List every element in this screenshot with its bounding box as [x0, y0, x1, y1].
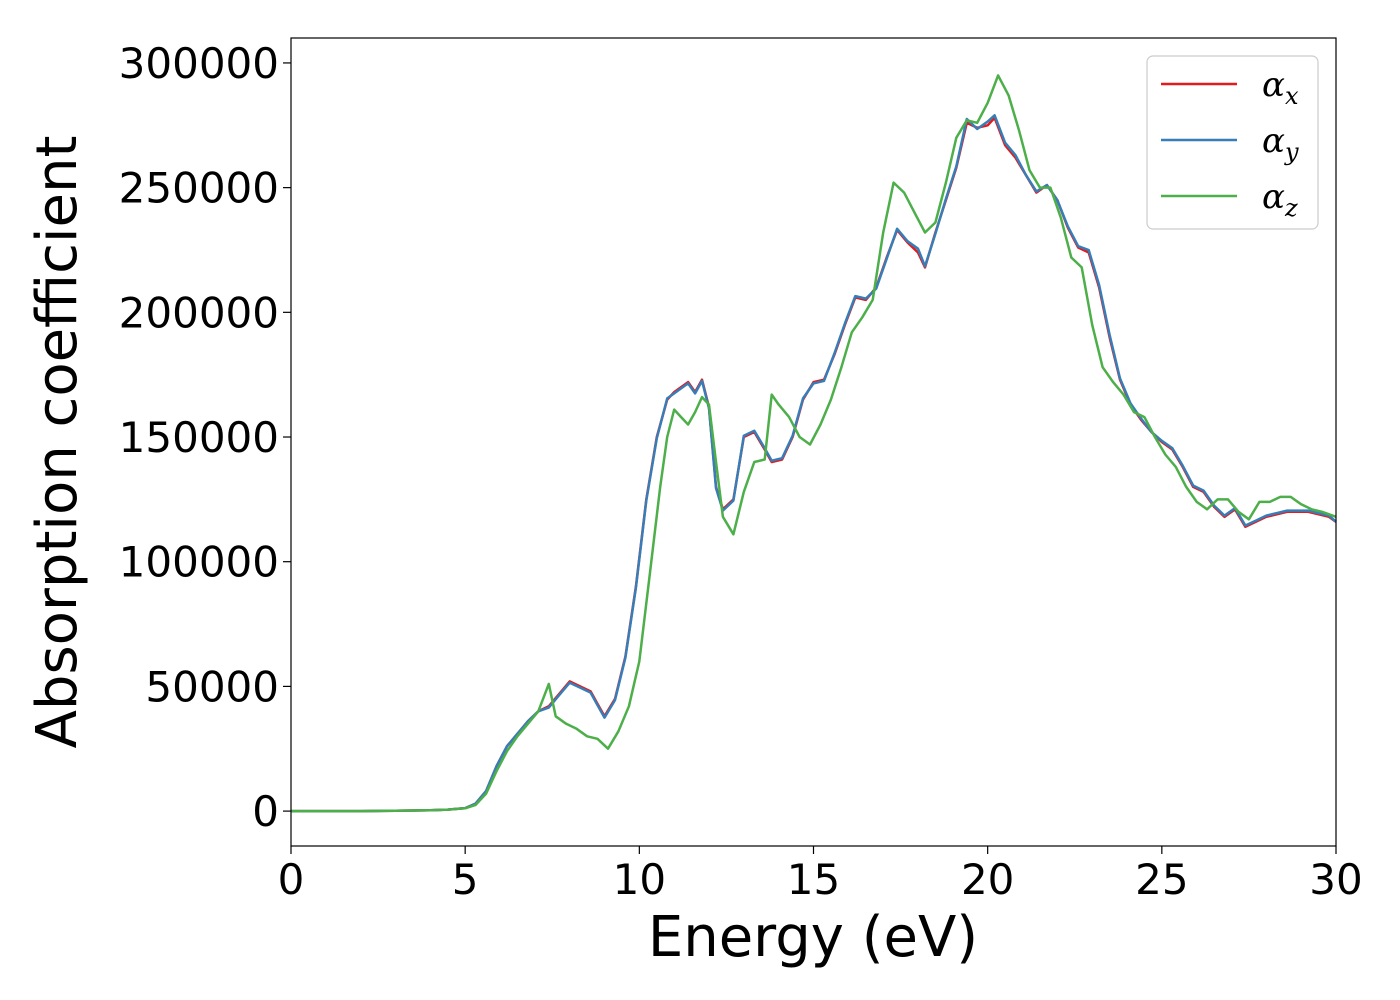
x-axis: 0 5 10 15 20 25 30	[278, 846, 1363, 904]
x-axis-title: Energy (eV)	[648, 905, 978, 970]
y-tick-label: 100000	[119, 538, 279, 587]
y-tick-label: 50000	[145, 662, 279, 711]
y-tick-label: 0	[252, 787, 279, 836]
x-tick-label: 15	[787, 855, 840, 904]
x-tick-label: 10	[613, 855, 666, 904]
x-tick-label: 30	[1309, 855, 1362, 904]
legend-subscript: z	[1284, 194, 1298, 222]
x-tick-label: 5	[452, 855, 479, 904]
y-tick-label: 150000	[119, 413, 279, 462]
y-axis-title: Absorption coefficient	[25, 136, 90, 749]
series-layer	[291, 74, 1337, 813]
legend-subscript: x	[1285, 82, 1299, 110]
series-line-y	[291, 114, 1337, 813]
legend-box	[1146, 55, 1319, 230]
y-axis: 0 50000 100000 150000 200000 250000 300000	[119, 39, 291, 836]
x-tick-label: 0	[278, 855, 305, 904]
series-line-z	[291, 74, 1337, 813]
x-tick-label: 25	[1135, 855, 1188, 904]
y-tick-label: 300000	[119, 39, 279, 88]
y-tick-label: 200000	[119, 288, 279, 337]
legend-subscript: y	[1284, 138, 1299, 166]
x-tick-label: 20	[961, 855, 1014, 904]
y-tick-label: 250000	[119, 164, 279, 213]
